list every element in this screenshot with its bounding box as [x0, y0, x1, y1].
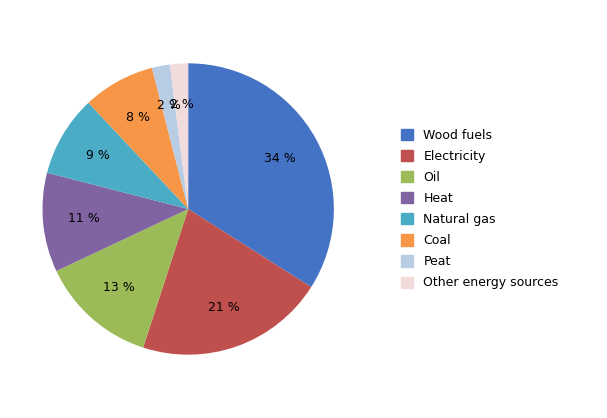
- Text: 2 %: 2 %: [157, 99, 180, 112]
- Wedge shape: [47, 103, 188, 209]
- Wedge shape: [152, 64, 188, 209]
- Legend: Wood fuels, Electricity, Oil, Heat, Natural gas, Coal, Peat, Other energy source: Wood fuels, Electricity, Oil, Heat, Natu…: [395, 122, 565, 296]
- Text: 13 %: 13 %: [103, 281, 135, 294]
- Text: 34 %: 34 %: [264, 152, 296, 165]
- Wedge shape: [170, 63, 188, 209]
- Text: 9 %: 9 %: [86, 149, 110, 162]
- Text: 21 %: 21 %: [208, 301, 240, 314]
- Wedge shape: [188, 63, 334, 287]
- Text: 11 %: 11 %: [68, 212, 100, 225]
- Wedge shape: [143, 209, 311, 355]
- Wedge shape: [89, 68, 188, 209]
- Wedge shape: [56, 209, 188, 347]
- Text: 8 %: 8 %: [126, 111, 150, 124]
- Wedge shape: [42, 173, 188, 271]
- Text: 2 %: 2 %: [169, 98, 194, 111]
